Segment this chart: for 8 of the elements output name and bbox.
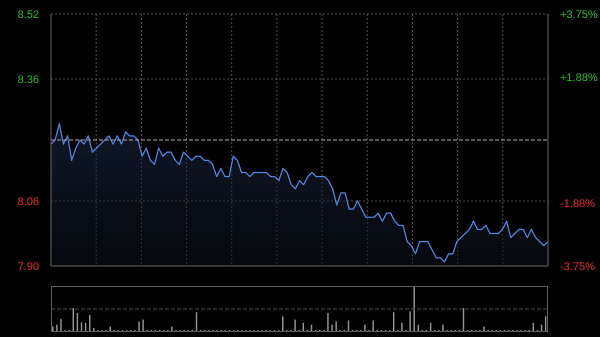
y-tick-label: 7.90	[18, 261, 39, 273]
y2-tick-label: +3.75%	[560, 9, 598, 21]
y2-tick-label: -3.75%	[560, 261, 596, 273]
y-tick-label: 8.52	[18, 9, 39, 21]
y2-tick-label: -1.88%	[560, 198, 596, 210]
y-tick-label: 8.06	[18, 196, 39, 208]
y-tick-label: 8.36	[18, 74, 39, 86]
y2-tick-label: +1.88%	[560, 72, 598, 84]
